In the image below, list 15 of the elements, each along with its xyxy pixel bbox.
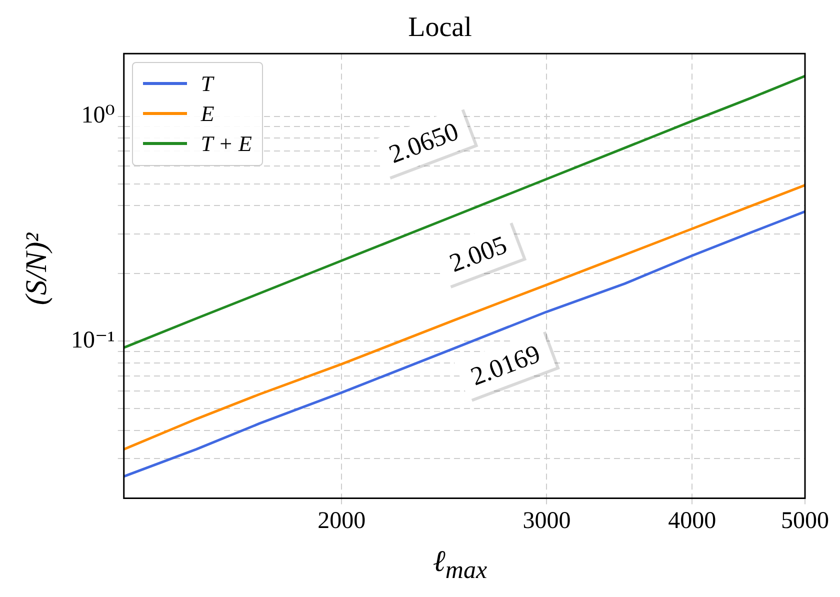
y-tick-label: 10⁰ [81, 102, 115, 129]
chart-title: Local [408, 12, 472, 44]
annotation: 2.005 [446, 230, 511, 278]
legend-label: T [200, 70, 214, 97]
x-axis-title: ℓ$_{max}$ [432, 545, 488, 585]
legend-label: E [200, 100, 214, 127]
annotation: 2.0169 [466, 338, 544, 392]
x-tick-label: 5000 [781, 508, 829, 534]
x-tick-label: 4000 [668, 508, 716, 534]
y-tick-label: 10⁻¹ [70, 327, 115, 354]
x-tick-label: 3000 [522, 508, 571, 534]
x-tick-label: 2000 [318, 508, 366, 534]
y-axis-title: (S/N)² [20, 232, 54, 305]
annotation: 2.0650 [385, 116, 462, 169]
legend-label: T + E [200, 130, 252, 157]
